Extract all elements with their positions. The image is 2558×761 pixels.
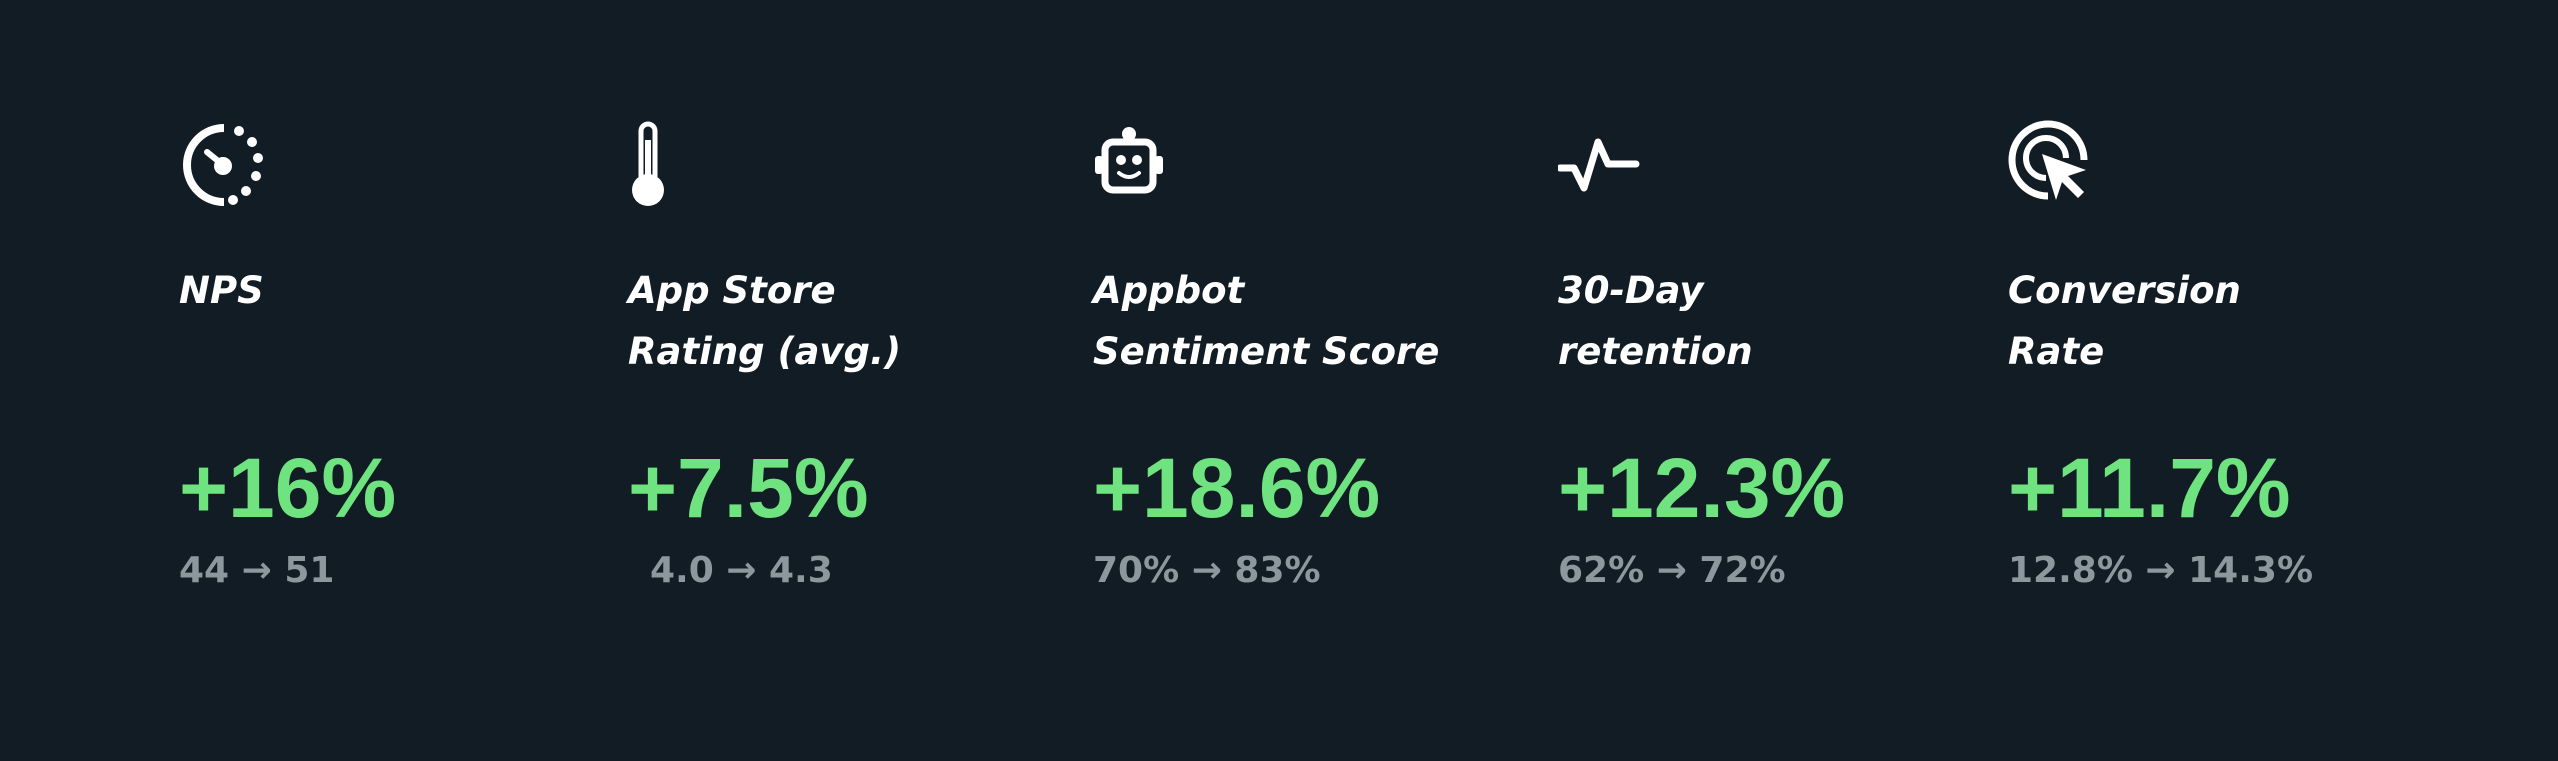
- metric-card: Appbot Sentiment Score +18.6% 70% → 83%: [1093, 0, 1533, 761]
- title-line: App Store: [628, 269, 836, 312]
- metric-detail: 44 → 51: [179, 550, 335, 591]
- metric-change: +18.6%: [1093, 441, 1381, 535]
- metric-change: +16%: [179, 441, 397, 535]
- metric-detail: 70% → 83%: [1093, 550, 1321, 591]
- metric-change: +7.5%: [628, 441, 869, 535]
- title-line: 30-Day: [1558, 269, 1704, 312]
- title-line: Conversion: [2008, 269, 2241, 312]
- title-line: Rating (avg.): [628, 330, 901, 373]
- metric-detail: 4.0 → 4.3: [650, 550, 833, 591]
- title-line: Rate: [2008, 330, 2105, 373]
- title-line: retention: [1558, 330, 1753, 373]
- metric-title: Appbot Sentiment Score: [1093, 260, 1439, 382]
- click-icon: [2008, 120, 2088, 200]
- robot-icon: [1095, 127, 1163, 194]
- metric-card: 30-Day retention +12.3% 62% → 72%: [1558, 0, 1998, 761]
- metric-title: 30-Day retention: [1558, 260, 1753, 382]
- pulse-icon: [1558, 138, 1640, 192]
- metric-card: Conversion Rate +11.7% 12.8% → 14.3%: [2008, 0, 2448, 761]
- metric-change: +12.3%: [1558, 441, 1846, 535]
- metric-card: NPS +16% 44 → 51: [179, 0, 619, 761]
- metric-title: NPS: [179, 260, 264, 321]
- metric-card: App Store Rating (avg.) +7.5% 4.0 → 4.3: [628, 0, 1068, 761]
- thermometer-icon: [632, 121, 664, 206]
- metric-detail: 62% → 72%: [1558, 550, 1786, 591]
- title-line: Appbot: [1093, 269, 1245, 312]
- gauge-icon: [183, 124, 263, 206]
- metric-detail: 12.8% → 14.3%: [2008, 550, 2314, 591]
- metric-change: +11.7%: [2008, 441, 2291, 535]
- metric-title: Conversion Rate: [2008, 260, 2241, 382]
- title-line: NPS: [179, 269, 264, 312]
- title-line: Sentiment Score: [1093, 330, 1440, 373]
- metric-title: App Store Rating (avg.): [628, 260, 901, 382]
